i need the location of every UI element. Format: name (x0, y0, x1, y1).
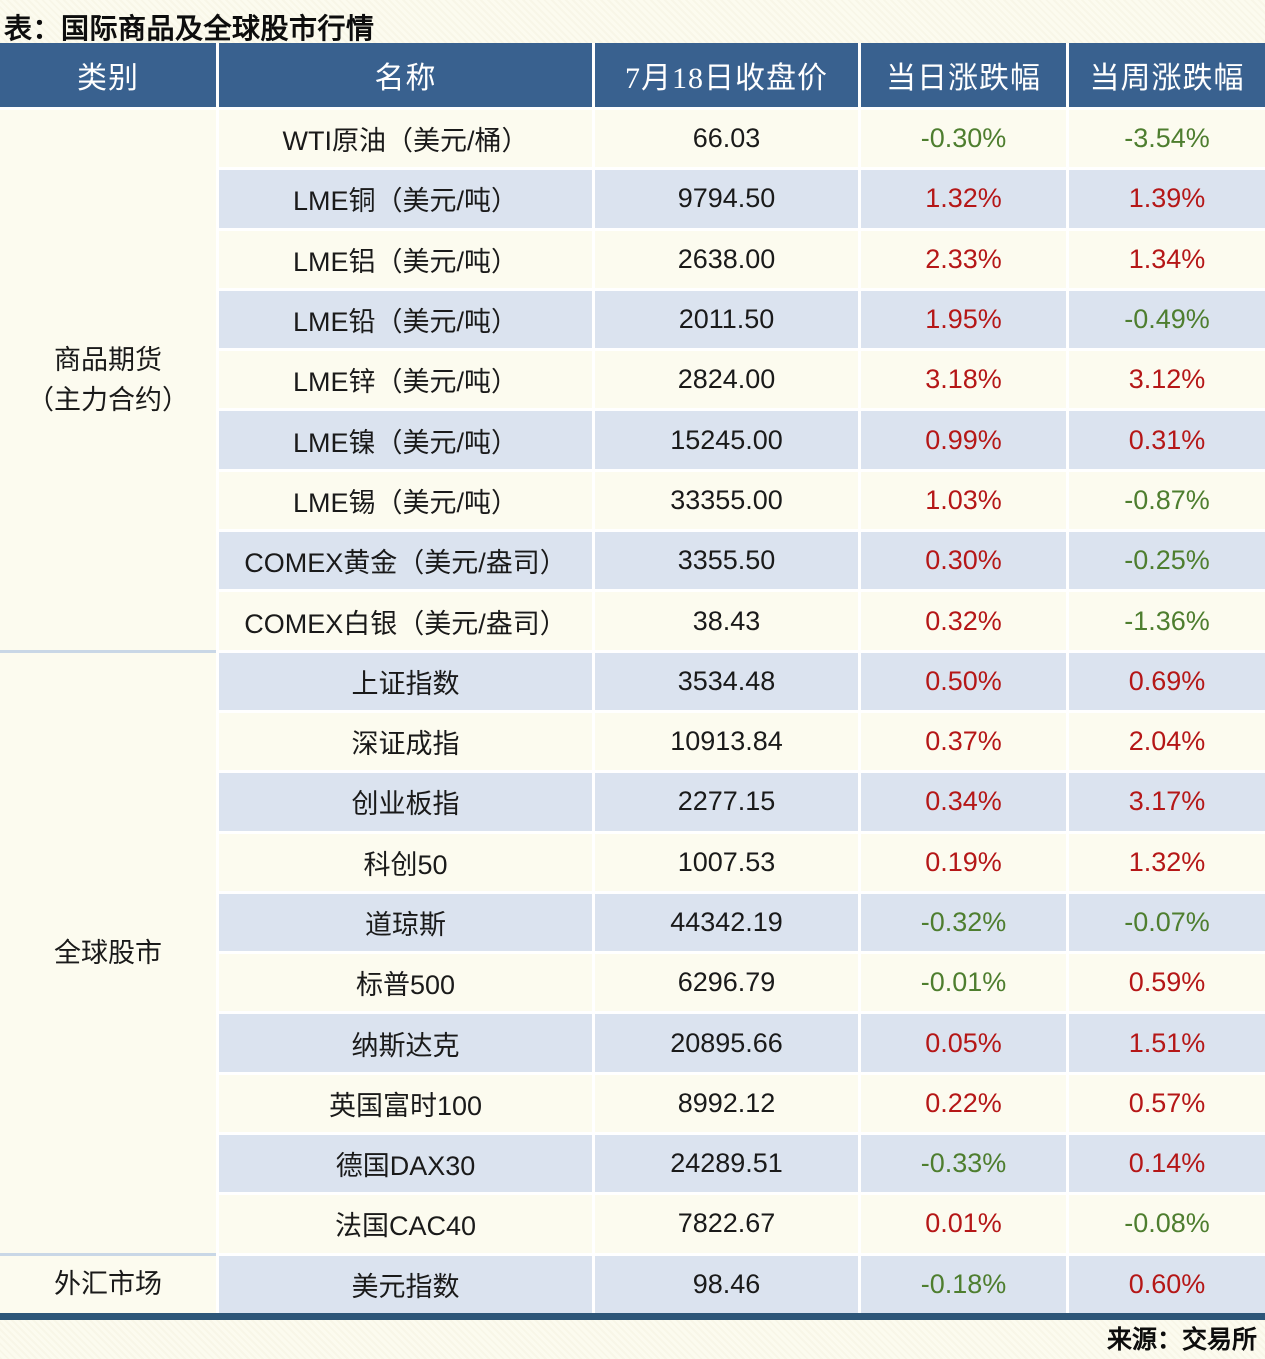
category-cell-global-stocks: 全球股市 (0, 652, 216, 1253)
day-change: 0.50% (861, 652, 1066, 710)
day-change: 1.95% (861, 290, 1066, 349)
row-name: LME锡（美元/吨） (219, 471, 592, 530)
col-header-week-change: 当周涨跌幅 (1069, 43, 1265, 107)
day-change: 0.05% (861, 1014, 1066, 1072)
row-name: 美元指数 (219, 1255, 592, 1313)
day-change: 0.99% (861, 411, 1066, 469)
week-change: 0.31% (1069, 411, 1265, 469)
week-change: 1.51% (1069, 1014, 1265, 1072)
row-name: LME铅（美元/吨） (219, 290, 592, 349)
day-change: -0.18% (861, 1255, 1066, 1313)
close-price: 98.46 (595, 1255, 858, 1313)
row-name: 法国CAC40 (219, 1195, 592, 1253)
week-change: -0.25% (1069, 532, 1265, 590)
week-change: 0.60% (1069, 1255, 1265, 1313)
week-change: 3.12% (1069, 351, 1265, 409)
close-price: 7822.67 (595, 1195, 858, 1253)
day-change: 1.03% (861, 471, 1066, 530)
close-price: 15245.00 (595, 411, 858, 469)
week-change: -0.08% (1069, 1195, 1265, 1253)
day-change: 0.22% (861, 1074, 1066, 1133)
day-change: -0.32% (861, 893, 1066, 952)
day-change: 3.18% (861, 351, 1066, 409)
row-name: 上证指数 (219, 652, 592, 710)
close-price: 8992.12 (595, 1074, 858, 1133)
day-change: 0.30% (861, 532, 1066, 590)
day-change: -0.30% (861, 110, 1066, 168)
day-change: -0.33% (861, 1135, 1066, 1193)
row-name: 深证成指 (219, 712, 592, 771)
week-change: 0.14% (1069, 1135, 1265, 1193)
week-change: -0.07% (1069, 893, 1265, 952)
row-name: 标普500 (219, 954, 592, 1012)
close-price: 24289.51 (595, 1135, 858, 1193)
week-change: 1.39% (1069, 170, 1265, 228)
close-price: 2277.15 (595, 773, 858, 831)
day-change: 0.19% (861, 833, 1066, 891)
close-price: 33355.00 (595, 471, 858, 530)
table-bottom-rule (0, 1312, 1265, 1320)
week-change: 3.17% (1069, 773, 1265, 831)
close-price: 2824.00 (595, 351, 858, 409)
week-change: -3.54% (1069, 110, 1265, 168)
close-price: 38.43 (595, 592, 858, 650)
row-name: 英国富时100 (219, 1074, 592, 1133)
row-name: 道琼斯 (219, 893, 592, 952)
col-header-category: 类别 (0, 43, 216, 107)
close-price: 6296.79 (595, 954, 858, 1012)
day-change: 0.34% (861, 773, 1066, 831)
day-change: 0.37% (861, 712, 1066, 771)
close-price: 2638.00 (595, 230, 858, 288)
close-price: 3534.48 (595, 652, 858, 710)
row-name: 科创50 (219, 833, 592, 891)
week-change: 0.69% (1069, 652, 1265, 710)
category-cell-fx-market: 外汇市场 (0, 1255, 216, 1313)
col-header-close: 7月18日收盘价 (595, 43, 858, 107)
row-name: LME锌（美元/吨） (219, 351, 592, 409)
row-name: COMEX白银（美元/盎司） (219, 592, 592, 650)
row-name: 纳斯达克 (219, 1014, 592, 1072)
day-change: 2.33% (861, 230, 1066, 288)
close-price: 20895.66 (595, 1014, 858, 1072)
day-change: 0.32% (861, 592, 1066, 650)
col-header-day-change: 当日涨跌幅 (861, 43, 1066, 107)
week-change: 1.34% (1069, 230, 1265, 288)
row-name: LME铜（美元/吨） (219, 170, 592, 228)
close-price: 44342.19 (595, 893, 858, 952)
row-name: 创业板指 (219, 773, 592, 831)
close-price: 66.03 (595, 110, 858, 168)
close-price: 9794.50 (595, 170, 858, 228)
row-name: WTI原油（美元/桶） (219, 110, 592, 168)
week-change: -0.87% (1069, 471, 1265, 530)
source-text: 来源：交易所 (1106, 1325, 1257, 1354)
day-change: 0.01% (861, 1195, 1066, 1253)
col-header-name: 名称 (219, 43, 592, 107)
close-price: 2011.50 (595, 290, 858, 349)
row-name: COMEX黄金（美元/盎司） (219, 532, 592, 590)
row-name: LME镍（美元/吨） (219, 411, 592, 469)
week-change: 2.04% (1069, 712, 1265, 771)
source-line: 来源：交易所 (0, 1320, 1265, 1356)
row-name: LME铝（美元/吨） (219, 230, 592, 288)
category-cell-commodity-futures: 商品期货 （主力合约） (0, 110, 216, 650)
week-change: -1.36% (1069, 592, 1265, 650)
week-change: 0.59% (1069, 954, 1265, 1012)
page-title: 表：国际商品及全球股市行情 (4, 13, 375, 44)
day-change: -0.01% (861, 954, 1066, 1012)
market-table: 类别 名称 7月18日收盘价 当日涨跌幅 当周涨跌幅 商品期货 （主力合约） 全… (0, 43, 1265, 1313)
close-price: 3355.50 (595, 532, 858, 590)
week-change: 1.32% (1069, 833, 1265, 891)
week-change: 0.57% (1069, 1074, 1265, 1133)
row-name: 德国DAX30 (219, 1135, 592, 1193)
week-change: -0.49% (1069, 290, 1265, 349)
day-change: 1.32% (861, 170, 1066, 228)
close-price: 1007.53 (595, 833, 858, 891)
close-price: 10913.84 (595, 712, 858, 771)
